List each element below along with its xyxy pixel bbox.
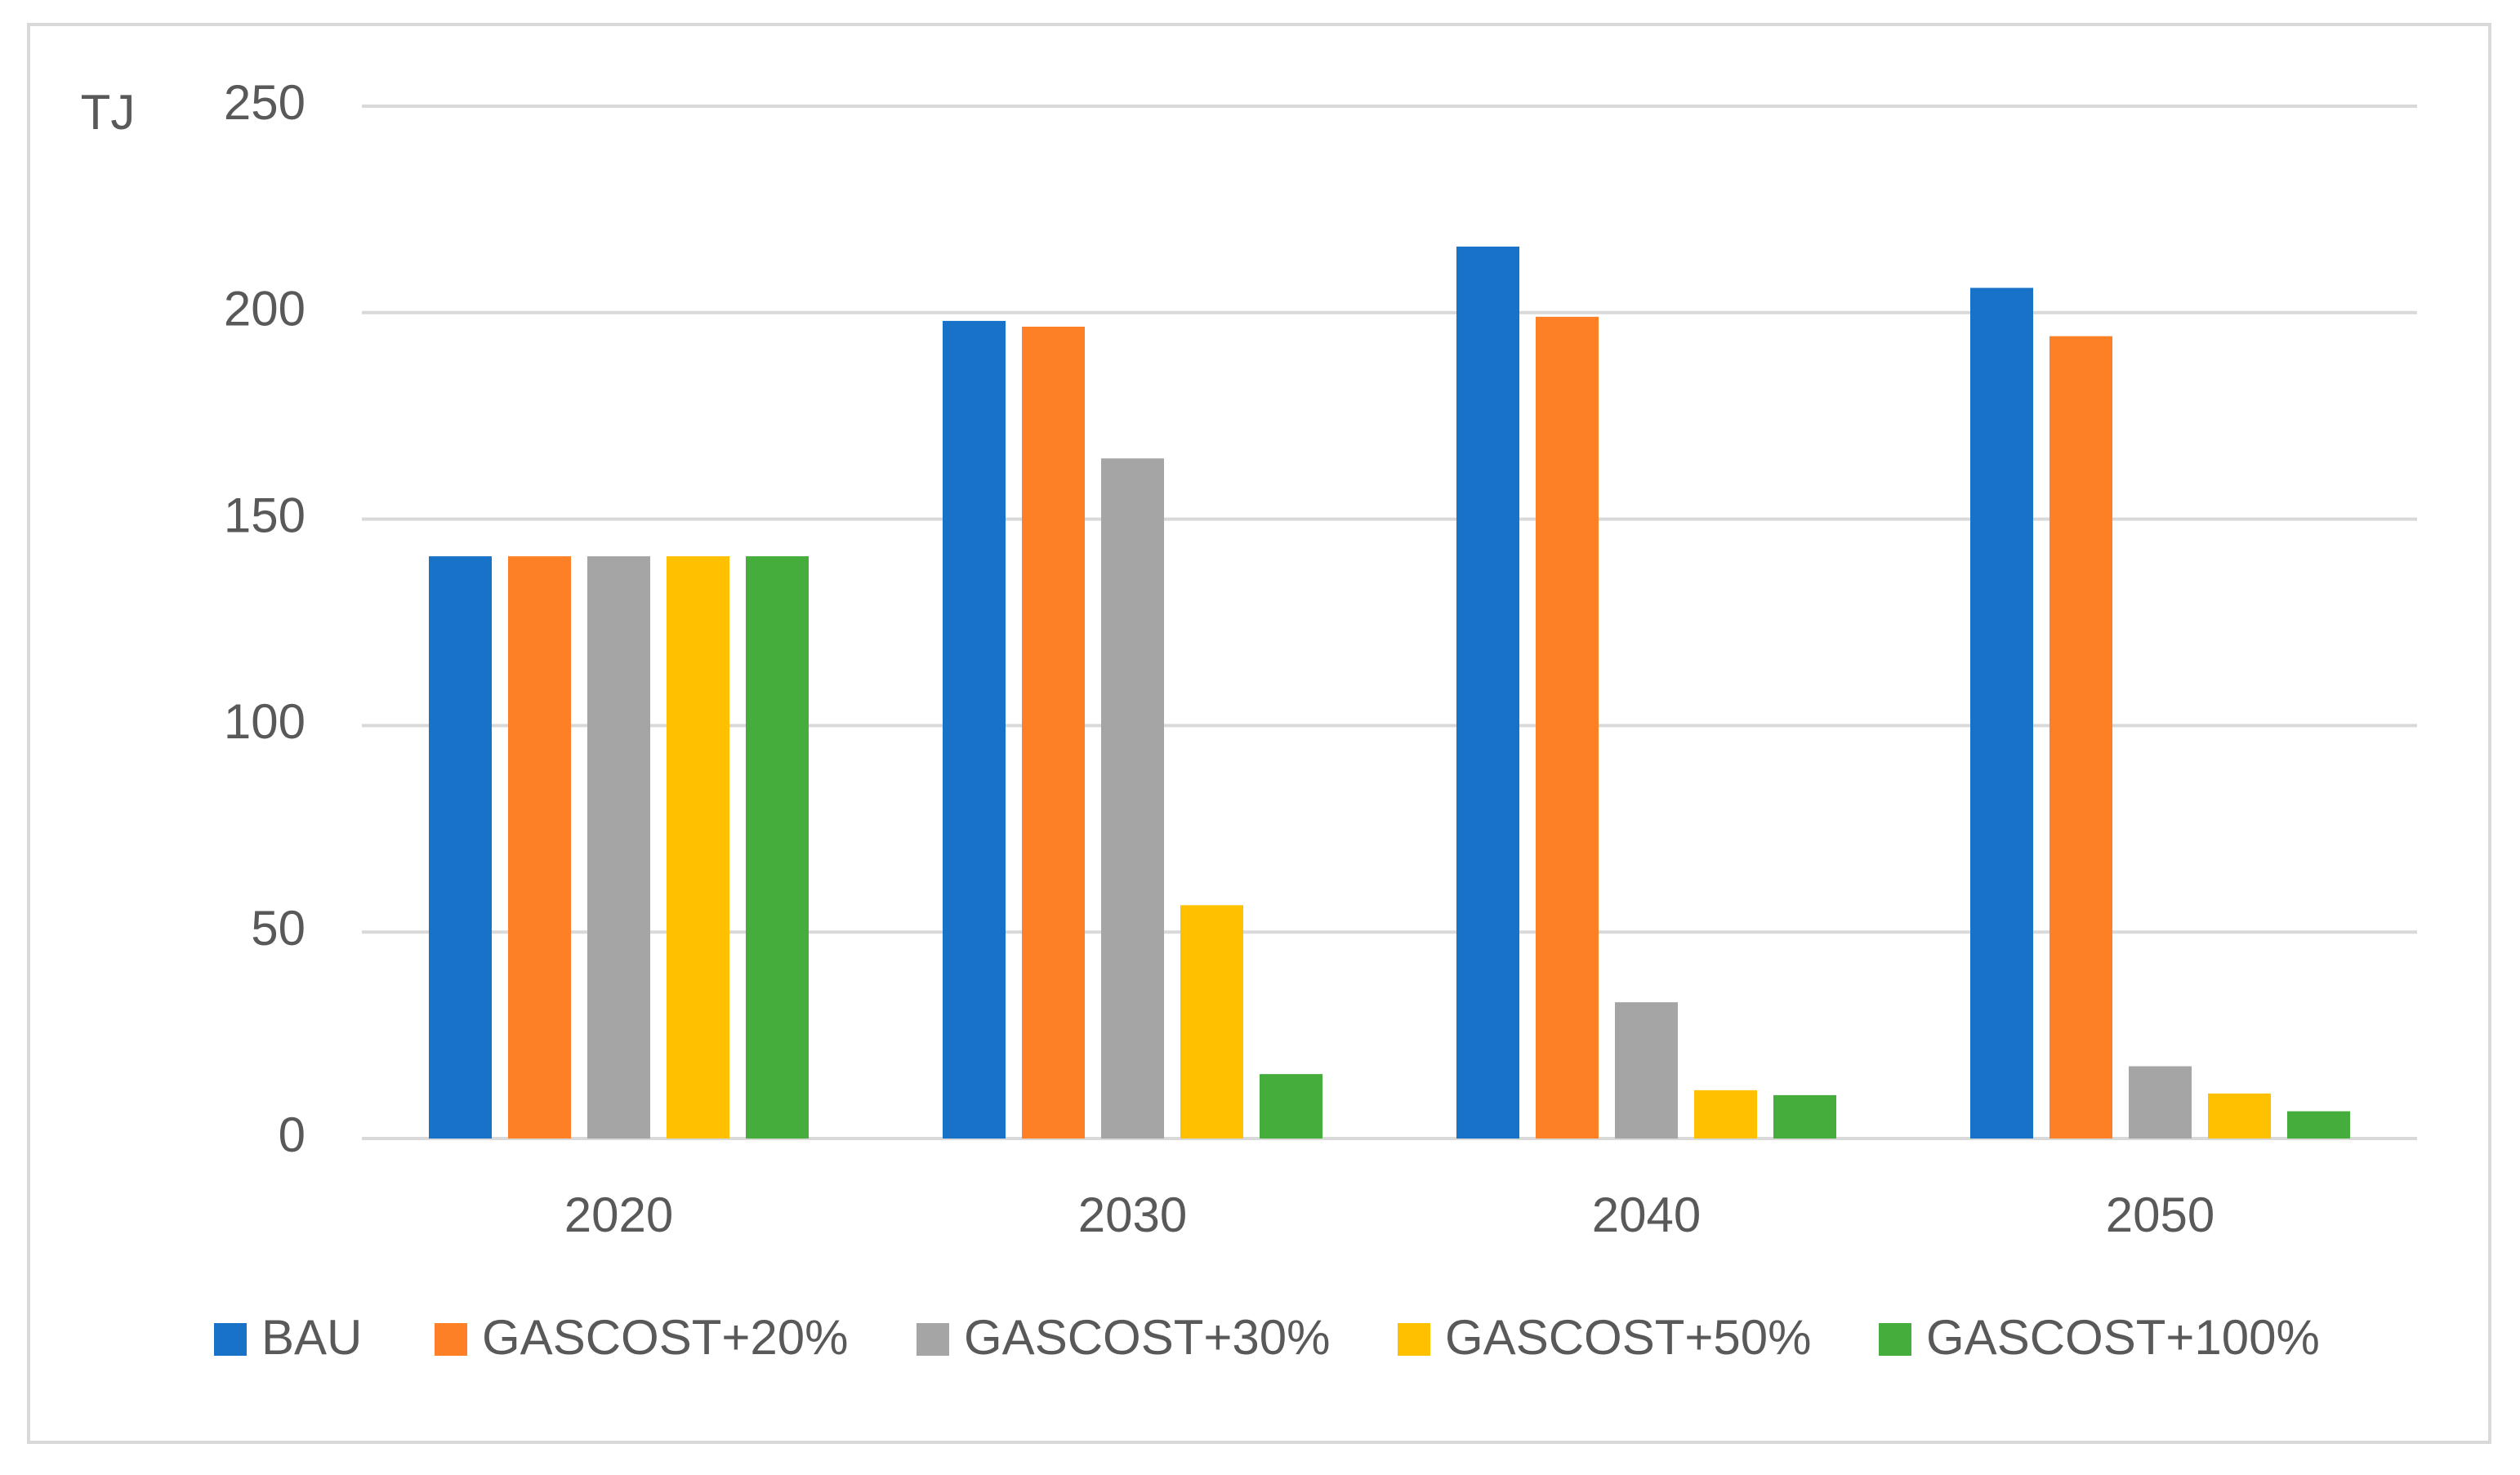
y-tick-label: 250 [224,75,306,130]
x-tick-label: 2020 [564,1188,673,1242]
bar [746,556,809,1139]
legend-label: GASCOST+100% [1926,1310,2320,1365]
legend-swatch [1879,1323,1911,1356]
bar [587,556,650,1139]
bar [1970,287,2033,1139]
bar [1536,316,1599,1139]
bar [429,556,492,1139]
bar [667,556,729,1139]
y-tick-label: 150 [224,488,306,542]
y-tick-label: 50 [251,901,306,956]
legend-swatch [1398,1323,1430,1356]
bar [1022,326,1085,1139]
bar [1615,1002,1678,1139]
x-tick-label: 2040 [1592,1188,1701,1242]
legend-label: GASCOST+20% [482,1310,849,1365]
legend-swatch [917,1323,949,1356]
bar [1773,1094,1836,1139]
legend-swatch [214,1323,247,1356]
y-axis-label: TJ [81,85,136,140]
legend-swatch [435,1323,467,1356]
bar [1456,246,1519,1139]
legend-label: BAU [261,1310,362,1365]
bar [2287,1111,2350,1139]
bar [1694,1090,1757,1139]
bar [508,556,571,1139]
y-tick-label: 100 [224,694,306,749]
bar [1180,905,1243,1139]
y-tick-label: 0 [279,1107,306,1162]
x-tick-label: 2030 [1078,1188,1187,1242]
bar [2049,336,2112,1139]
bar [2129,1066,2192,1139]
bar [2208,1093,2271,1139]
bar [1101,458,1164,1139]
legend-label: GASCOST+50% [1445,1310,1812,1365]
legend-label: GASCOST+30% [964,1310,1331,1365]
bar [943,320,1006,1139]
y-tick-label: 200 [224,282,306,336]
x-tick-label: 2050 [2106,1188,2214,1242]
bar [1260,1074,1322,1139]
